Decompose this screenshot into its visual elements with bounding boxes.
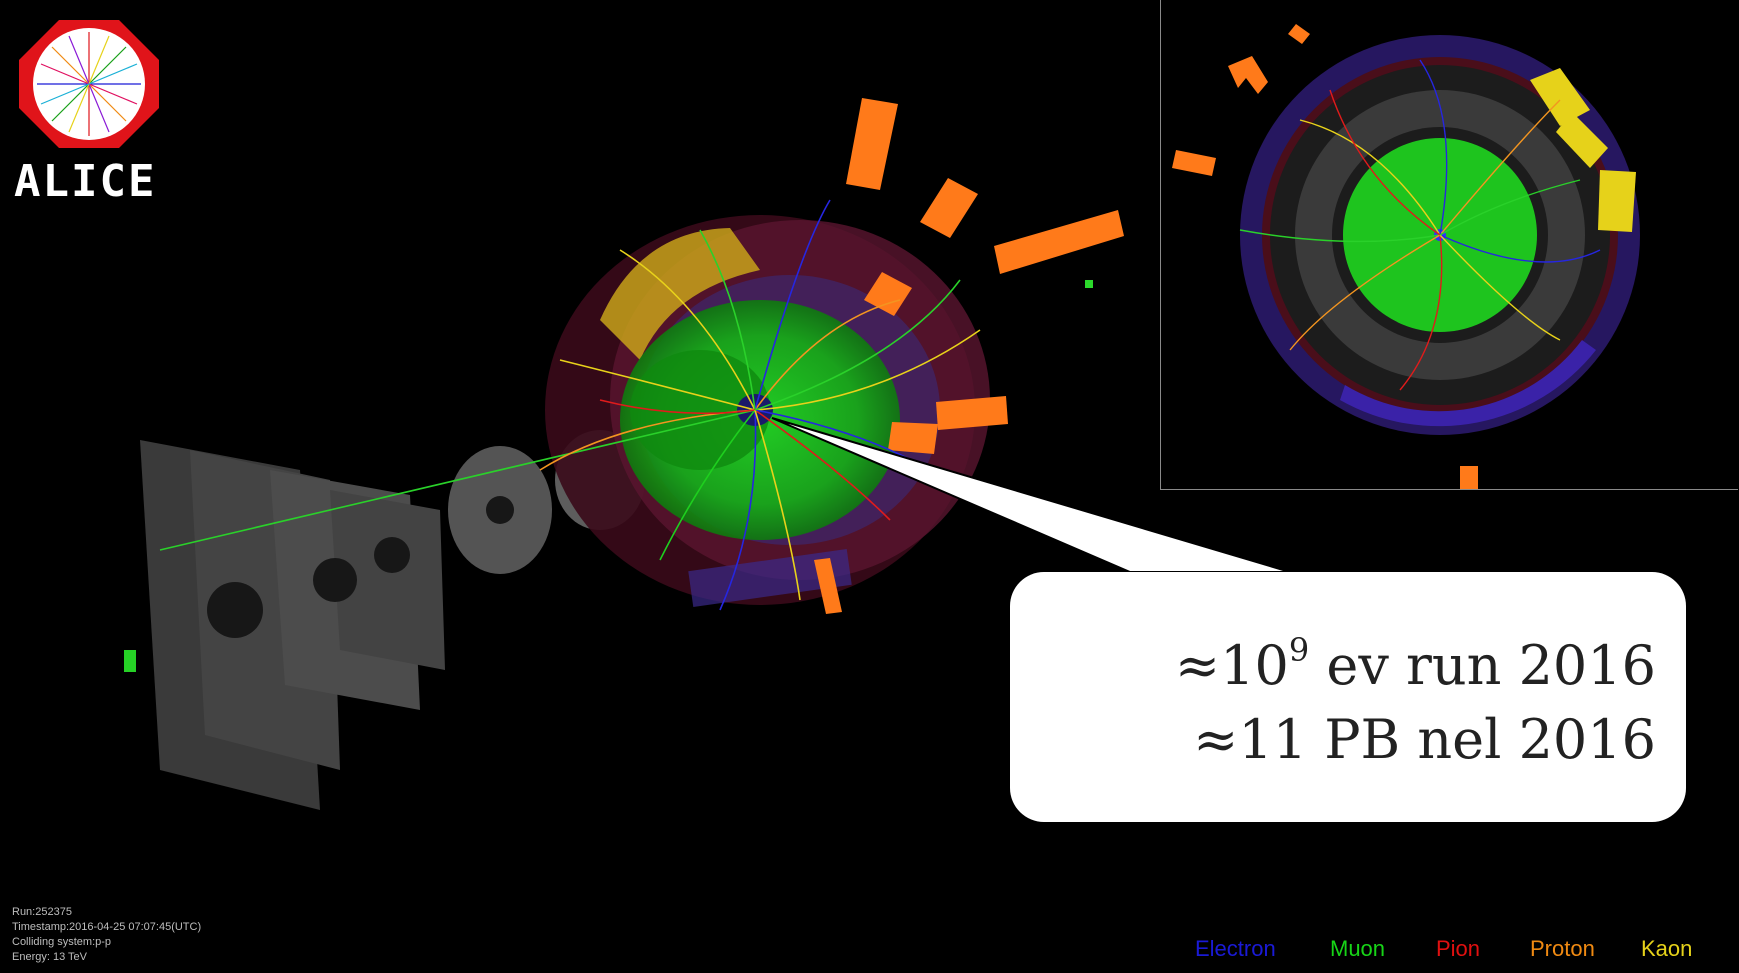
central-barrel xyxy=(545,215,990,607)
legend-proton: Proton xyxy=(1530,936,1595,961)
muon-spectrometer xyxy=(140,430,645,810)
callout-events-suffix: ev run 2016 xyxy=(1309,634,1656,697)
legend-muon: Muon xyxy=(1330,936,1386,961)
alice-logo: ALICE xyxy=(14,14,164,207)
callout-line-events: ≈109 ev run 2016 xyxy=(1174,631,1656,697)
event-timestamp: Timestamp:2016-04-25 07:07:45(UTC) xyxy=(12,921,202,933)
callout-line-data: ≈11 PB nel 2016 xyxy=(1193,708,1656,771)
event-info: Run:252375 Timestamp:2016-04-25 07:07:45… xyxy=(12,905,201,965)
alice-logo-text: ALICE xyxy=(14,156,157,207)
legend-kaon: Kaon xyxy=(1641,936,1693,961)
legend-electron: Electron xyxy=(1195,936,1276,961)
calorimeter-towers xyxy=(124,98,1124,672)
event-colliding-system: Colliding system:p-p xyxy=(12,936,112,948)
alice-logo-emblem xyxy=(19,20,159,148)
event-run: Run:252375 xyxy=(12,906,72,918)
callout-bubble: ≈109 ev run 2016 ≈11 PB nel 2016 xyxy=(1010,572,1686,822)
callout-events-prefix: ≈10 xyxy=(1174,634,1289,697)
inset-end-view xyxy=(1172,24,1640,490)
event-energy: Energy: 13 TeV xyxy=(12,951,88,963)
callout-events-exponent: 9 xyxy=(1288,631,1310,669)
legend-pion: Pion xyxy=(1436,936,1481,961)
particle-tracks xyxy=(159,199,981,611)
inset-frame xyxy=(1160,0,1738,490)
